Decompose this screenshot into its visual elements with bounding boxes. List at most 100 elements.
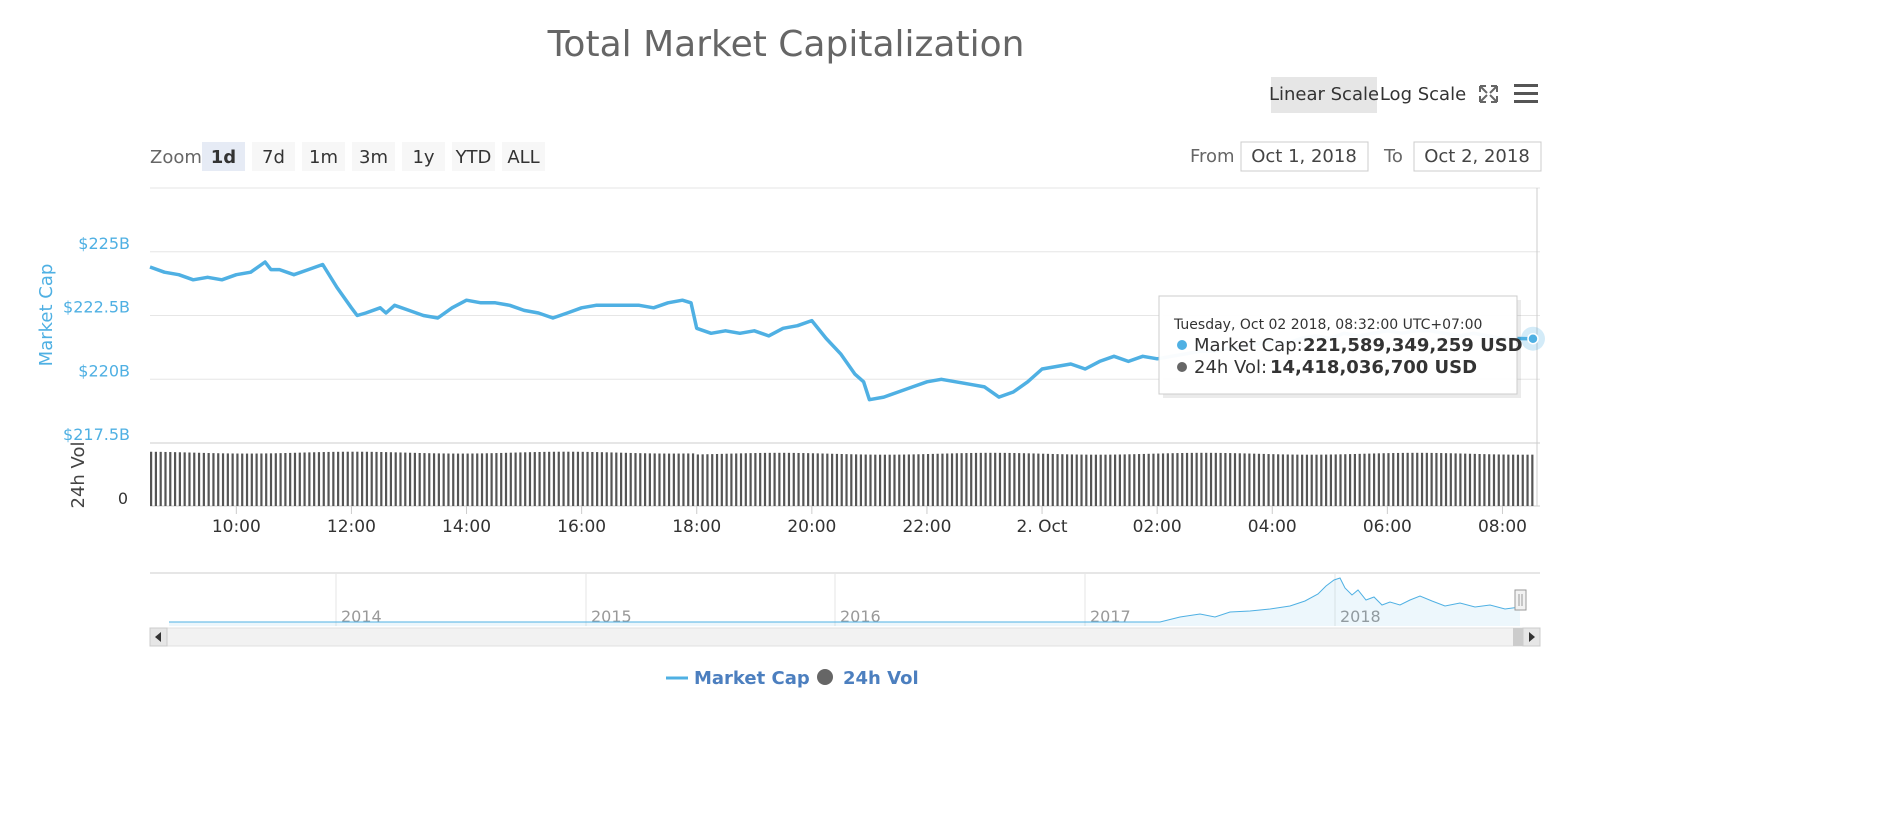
volume-bar	[1161, 453, 1165, 506]
tooltip-volume-marker	[1177, 362, 1187, 372]
volume-bar	[735, 453, 738, 506]
volume-bar	[850, 454, 853, 506]
volume-bar	[528, 452, 532, 506]
volume-bar	[783, 452, 786, 506]
hover-point[interactable]	[1527, 332, 1539, 345]
volume-bar	[1349, 454, 1352, 506]
chart-title: Total Market Capitalization	[547, 24, 1025, 65]
scroll-right-button[interactable]	[1522, 627, 1541, 647]
volume-bar	[1392, 453, 1395, 506]
log-scale-button[interactable]: Log Scale	[1380, 84, 1466, 105]
volume-bar	[500, 452, 503, 506]
x-tick-label: 10:00	[212, 517, 261, 537]
volume-bar	[931, 453, 934, 506]
volume-bar	[653, 453, 656, 506]
volume-bar	[1157, 453, 1160, 506]
volume-bar	[648, 453, 651, 506]
volume-bar	[998, 452, 1002, 506]
volume-bar	[1416, 452, 1419, 506]
volume-bar	[1205, 452, 1208, 506]
volume-bar	[1008, 452, 1011, 506]
volume-bar	[1372, 453, 1376, 506]
volume-bar	[974, 452, 978, 506]
volume-bar	[1521, 454, 1524, 506]
fullscreen-icon[interactable]	[1479, 85, 1498, 103]
volume-bar	[1353, 453, 1356, 506]
volume-bar	[835, 453, 839, 506]
tooltip-market-cap-label: Market Cap:	[1194, 335, 1303, 356]
volume-bar	[250, 453, 253, 506]
zoom-button-all[interactable]: ALL	[502, 142, 545, 171]
legend-item-volume[interactable]: 24h Vol	[817, 668, 919, 689]
volume-bar	[1396, 452, 1400, 506]
zoom-button-label: 1d	[211, 147, 236, 168]
volume-bar	[361, 451, 364, 506]
volume-bar	[1368, 453, 1371, 506]
navigator-handle[interactable]	[1514, 589, 1527, 611]
volume-bar	[437, 453, 440, 506]
volume-bar	[1109, 454, 1112, 506]
zoom-button-7d[interactable]: 7d	[252, 142, 295, 171]
x-tick-label: 16:00	[557, 517, 606, 537]
volume-bar	[600, 452, 604, 506]
volume-bar	[1512, 454, 1515, 506]
volume-bar	[1440, 453, 1443, 506]
date-range: From Oct 1, 2018 To Oct 2, 2018	[1190, 141, 1542, 172]
volume-bar	[567, 451, 570, 506]
volume-bar	[169, 452, 172, 506]
navigator[interactable]: 2014 2015 2016 2017 2018	[150, 572, 1540, 626]
x-tick-label: 06:00	[1363, 517, 1412, 537]
volume-bar	[1142, 453, 1145, 506]
scrollbar-thumb[interactable]	[1513, 628, 1523, 646]
scrollbar-track[interactable]	[149, 627, 1541, 647]
volume-bar	[265, 453, 268, 506]
to-date-input[interactable]: Oct 2, 2018	[1413, 141, 1542, 172]
volume-bar	[471, 453, 474, 506]
volume-bar	[1286, 454, 1289, 506]
volume-bar	[902, 454, 906, 506]
zoom-button-1y[interactable]: 1y	[402, 142, 445, 171]
volume-bar	[1090, 454, 1093, 506]
volume-bar	[1296, 454, 1299, 506]
zoom-button-1d[interactable]: 1d	[202, 142, 245, 171]
volume-bar	[197, 452, 201, 506]
volume-bar	[456, 453, 460, 506]
volume-bar	[1344, 454, 1347, 506]
volume-bar	[480, 453, 484, 506]
zoom-button-ytd[interactable]: YTD	[452, 142, 495, 171]
linear-scale-button[interactable]: Linear Scale	[1269, 77, 1379, 113]
volume-bar	[269, 453, 273, 506]
volume-bar	[677, 453, 680, 506]
zoom-button-1m[interactable]: 1m	[302, 142, 345, 171]
volume-bar	[284, 453, 287, 506]
volume-bar	[1420, 452, 1424, 506]
volume-bar	[869, 454, 872, 506]
from-date-input[interactable]: Oct 1, 2018	[1240, 141, 1369, 172]
x-tick-label: 12:00	[327, 517, 376, 537]
volume-bar	[787, 452, 791, 506]
volume-bar	[1492, 454, 1496, 506]
volume-bar	[1468, 453, 1472, 506]
scrollbar[interactable]	[149, 627, 1541, 647]
tooltip-volume-value: 14,418,036,700 USD	[1270, 357, 1477, 378]
y-tick-label: $222.5B	[63, 298, 130, 317]
volume-bar	[423, 453, 426, 506]
scroll-left-button[interactable]	[149, 627, 168, 647]
zoom-button-label: 3m	[359, 147, 388, 168]
volume-bar	[1066, 454, 1069, 506]
volume-bar	[226, 453, 229, 506]
hamburger-menu-icon[interactable]	[1514, 84, 1538, 103]
zoom-button-3m[interactable]: 3m	[352, 142, 395, 171]
volume-bar	[1075, 454, 1078, 506]
volume-bar	[816, 453, 819, 506]
volume-bar	[375, 451, 378, 506]
volume-bar	[1320, 454, 1323, 506]
volume-bar	[408, 452, 412, 506]
navigator-tick-label: 2014	[341, 607, 382, 626]
volume-bar	[773, 452, 776, 506]
volume-bar	[1430, 452, 1433, 506]
legend-item-market-cap[interactable]: Market Cap	[666, 668, 810, 689]
legend: Market Cap 24h Vol	[666, 668, 919, 689]
volume-bar	[1137, 454, 1141, 506]
volume-bar	[327, 451, 330, 506]
